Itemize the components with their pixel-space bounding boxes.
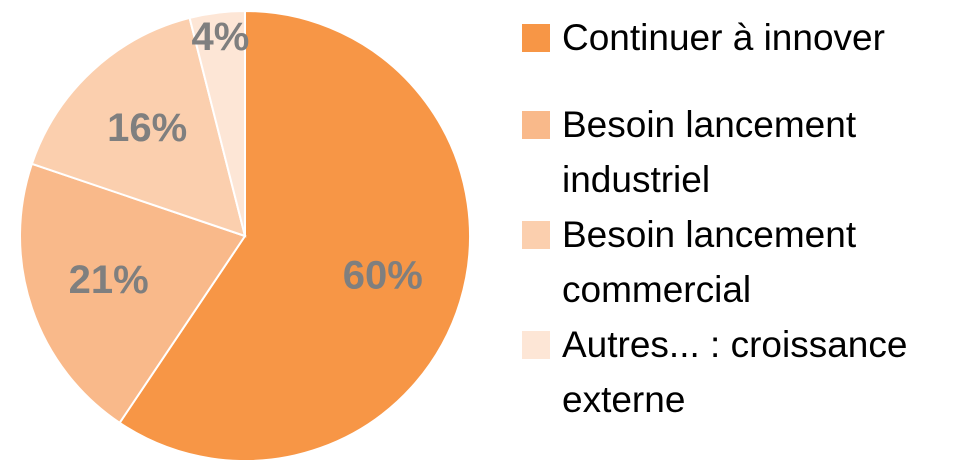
legend: Continuer à innover Besoin lancement indu… (522, 10, 962, 427)
pie-slice (118, 9, 471, 460)
data-label: 60% (343, 253, 423, 297)
legend-swatch (522, 24, 550, 52)
legend-item: Besoin lancement commercial (522, 207, 962, 317)
legend-label: Besoin lancement industriel (562, 104, 857, 200)
legend-swatch (522, 331, 550, 359)
pie-slice (30, 16, 247, 238)
data-label: 16% (107, 106, 187, 150)
pie-slice (188, 9, 246, 237)
legend-item: Continuer à innover (522, 10, 962, 65)
data-label: 4% (192, 15, 250, 59)
pie-slice (19, 162, 247, 425)
legend-item: Besoin lancement industriel (522, 97, 962, 207)
legend-label: Continuer à innover (562, 17, 885, 58)
legend-label: Besoin lancement commercial (562, 214, 857, 310)
legend-label: Autres... : croissance externe (562, 324, 908, 420)
legend-swatch (522, 111, 550, 139)
legend-item: Autres... : croissance externe (522, 317, 962, 427)
legend-swatch (522, 221, 550, 249)
data-label: 21% (69, 258, 149, 302)
